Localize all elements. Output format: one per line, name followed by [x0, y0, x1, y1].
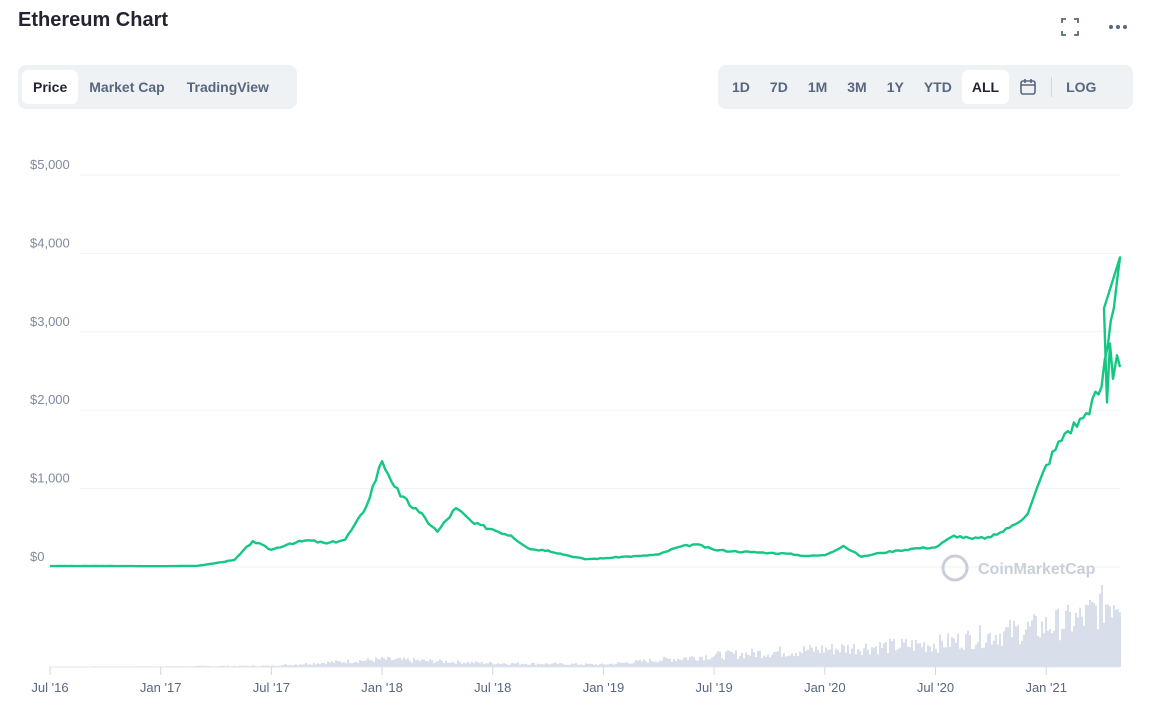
y-tick-label: $4,000 — [30, 235, 70, 250]
y-tick-label: $3,000 — [30, 314, 70, 329]
range-7d[interactable]: 7D — [769, 79, 788, 95]
range-selector: 1D 7D 1M 3M 1Y YTD ALL LOG — [718, 65, 1133, 109]
calendar-icon — [1020, 79, 1036, 95]
calendar-button[interactable] — [1009, 70, 1047, 104]
x-tick-label: Jan '18 — [361, 680, 403, 695]
log-toggle[interactable]: LOG — [1066, 79, 1097, 95]
tab-market-cap[interactable]: Market Cap — [89, 79, 165, 95]
x-tick-label: Jan '17 — [140, 680, 182, 695]
tab-price[interactable]: Price — [22, 70, 79, 104]
x-tick-label: Jul '17 — [253, 680, 290, 695]
volume-bars — [49, 585, 1121, 667]
fullscreen-icon[interactable] — [1059, 16, 1081, 38]
x-tick-label: Jan '19 — [583, 680, 625, 695]
x-tick-label: Jul '20 — [917, 680, 954, 695]
y-tick-label: $5,000 — [30, 157, 70, 172]
chart-type-tabs: Price Market Cap TradingView — [18, 65, 297, 109]
watermark-text: CoinMarketCap — [978, 561, 1096, 578]
x-tick-label: Jul '18 — [474, 680, 511, 695]
range-3m[interactable]: 3M — [847, 79, 867, 95]
range-1m[interactable]: 1M — [807, 79, 828, 95]
more-icon[interactable] — [1107, 16, 1129, 38]
x-tick-label: Jul '19 — [696, 680, 733, 695]
tab-tradingview[interactable]: TradingView — [186, 79, 269, 95]
range-all[interactable]: ALL — [961, 70, 1010, 104]
price-chart[interactable]: $0 $1,000 $2,000 $3,000 $4,000 $5,000 CoinMark… — [0, 130, 1157, 711]
range-1d[interactable]: 1D — [732, 79, 750, 95]
y-tick-label: $0 — [30, 549, 44, 564]
x-tick-label: Jan '21 — [1025, 680, 1067, 695]
y-tick-label: $2,000 — [30, 392, 70, 407]
coinmarketcap-watermark: CoinMarketCap — [941, 554, 1096, 582]
range-ytd[interactable]: YTD — [923, 79, 952, 95]
price-line — [50, 256, 1122, 568]
page-title: Ethereum Chart — [18, 9, 169, 31]
y-tick-label: $1,000 — [30, 471, 70, 486]
x-tick-label: Jul '16 — [31, 680, 68, 695]
header-actions — [1059, 16, 1129, 38]
watermark-logo-icon — [941, 554, 969, 582]
x-tick-label: Jan '20 — [804, 680, 846, 695]
range-1y[interactable]: 1Y — [886, 79, 904, 95]
range-divider — [1051, 77, 1053, 97]
